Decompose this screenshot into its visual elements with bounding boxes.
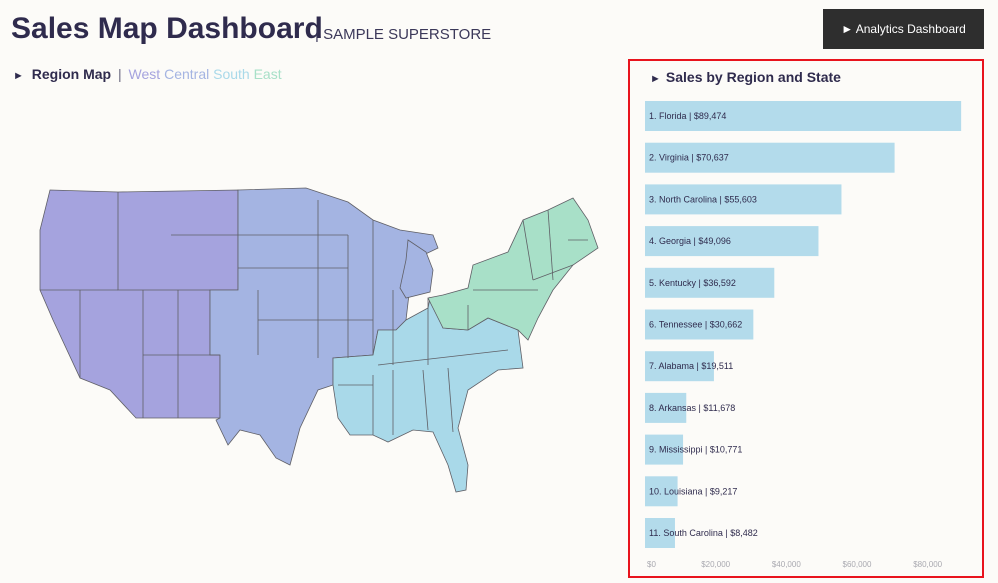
legend-south[interactable]: South: [213, 66, 250, 82]
state-borders: [40, 192, 588, 435]
bar-mississippi[interactable]: [645, 434, 684, 465]
bar-label: 1. Florida | $89,474: [649, 111, 726, 121]
x-axis-tick-label: $0: [647, 560, 656, 569]
bar-tennessee[interactable]: [645, 309, 754, 340]
sales-chart-title-text: Sales by Region and State: [665, 69, 841, 85]
bar-label: 11. South Carolina | $8,482: [649, 528, 758, 538]
arrow-right-icon: ►: [650, 73, 661, 85]
bar-arkansas[interactable]: [645, 392, 687, 423]
us-region-map[interactable]: [28, 180, 608, 500]
x-axis-tick-label: $60,000: [843, 560, 872, 569]
analytics-dashboard-button[interactable]: ► Analytics Dashboard: [823, 9, 984, 49]
bar-label: 9. Mississippi | $10,771: [649, 445, 742, 455]
bar-south-carolina[interactable]: [645, 518, 675, 548]
x-axis-tick-label: $40,000: [772, 560, 801, 569]
page-title: Sales Map Dashboard: [11, 12, 323, 45]
bar-label: 8. Arkansas | $11,678: [649, 403, 735, 413]
bar-label: 5. Kentucky | $36,592: [649, 278, 736, 288]
bar-alabama[interactable]: [645, 351, 714, 382]
bar-label: 4. Georgia | $49,096: [649, 236, 731, 246]
bar-north-carolina[interactable]: [645, 184, 842, 215]
region-central[interactable]: [209, 187, 439, 466]
sales-chart-title: ► Sales by Region and State: [650, 69, 841, 85]
region-central-michigan[interactable]: [399, 239, 434, 299]
legend-west[interactable]: West: [128, 66, 161, 82]
region-south[interactable]: [332, 296, 524, 493]
region-map-title: Region Map: [31, 66, 112, 82]
bar-label: 6. Tennessee | $30,662: [649, 320, 742, 330]
region-map-header: ► Region Map | West Central South East: [13, 66, 282, 82]
bar-label: 3. North Carolina | $55,603: [649, 194, 757, 204]
region-east[interactable]: [427, 197, 599, 341]
sales-by-region-panel: ► Sales by Region and State 1. Florida | …: [628, 59, 984, 578]
bar-florida[interactable]: [645, 101, 962, 131]
x-axis-tick-label: $20,000: [701, 560, 730, 569]
region-west[interactable]: [39, 189, 239, 419]
page-subtitle: | SAMPLE SUPERSTORE: [315, 26, 492, 43]
bar-label: 10. Louisiana | $9,217: [649, 486, 737, 496]
separator: |: [118, 66, 122, 82]
bar-virginia[interactable]: [645, 142, 895, 173]
legend-central[interactable]: Central: [164, 66, 210, 82]
x-axis-tick-label: $80,000: [913, 560, 942, 569]
bar-kentucky[interactable]: [645, 267, 775, 298]
legend-east[interactable]: East: [253, 66, 282, 82]
bar-louisiana[interactable]: [645, 476, 678, 507]
bar-label: 7. Alabama | $19,511: [649, 361, 733, 371]
sales-bar-chart: 1. Florida | $89,474 2. Virginia | $70,63…: [645, 101, 962, 569]
bar-label: 2. Virginia | $70,637: [649, 153, 729, 163]
bar-georgia[interactable]: [645, 226, 819, 257]
arrow-right-icon: ►: [13, 70, 24, 82]
